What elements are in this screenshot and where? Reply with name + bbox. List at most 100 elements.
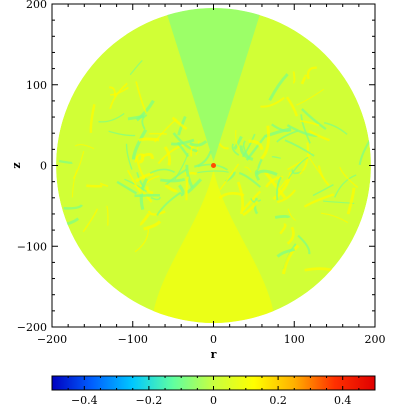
filament	[116, 180, 138, 195]
filament	[110, 86, 129, 96]
filament	[286, 226, 295, 245]
filament	[185, 164, 194, 189]
x-tick-label: 100	[284, 333, 305, 346]
filament	[274, 214, 291, 219]
filament	[106, 205, 109, 226]
filament	[149, 132, 168, 135]
filament	[141, 152, 154, 160]
filament	[82, 208, 99, 233]
colorbar-tick-label: −0.4	[71, 394, 98, 407]
y-tick-label: −200	[17, 321, 47, 334]
filament	[231, 143, 240, 156]
filament	[238, 172, 261, 188]
filament	[86, 184, 103, 188]
filament	[146, 186, 154, 194]
heatmap-disk	[56, 8, 371, 323]
filament	[300, 114, 311, 144]
filament	[150, 196, 161, 201]
colorbar-tick-label: −0.2	[136, 394, 163, 407]
filament	[278, 179, 288, 191]
filament	[109, 82, 128, 110]
upper-cone-region	[163, 8, 264, 162]
filament	[108, 130, 136, 137]
filament	[135, 81, 147, 114]
filament	[241, 190, 262, 212]
filament	[260, 125, 271, 161]
y-tick-label: 0	[40, 160, 47, 173]
filament	[164, 184, 179, 193]
filament	[303, 193, 335, 208]
filament	[323, 121, 348, 135]
filament	[219, 163, 240, 191]
filament	[131, 128, 148, 160]
filament	[320, 212, 349, 224]
filament	[277, 189, 296, 204]
axis-ticks: −200 −100 0 100 200 −200 −100 0 100 200	[17, 0, 386, 346]
filament	[143, 220, 162, 231]
filament	[255, 169, 278, 176]
x-tick-label: 0	[210, 333, 217, 346]
y-tick-label: 200	[26, 0, 47, 11]
filament	[308, 156, 324, 179]
filament	[268, 73, 289, 101]
filament	[74, 144, 95, 150]
filament	[308, 129, 330, 142]
filament	[276, 129, 299, 143]
filament	[71, 169, 78, 198]
y-tick-label: 100	[26, 79, 47, 92]
filament	[147, 210, 166, 216]
x-axis-label: r	[211, 348, 217, 361]
filament	[109, 86, 116, 97]
filament	[276, 248, 295, 258]
filament	[160, 177, 186, 183]
colorbar-tick-label: 0	[210, 394, 217, 407]
filament	[137, 137, 160, 142]
filament	[339, 166, 359, 188]
filament	[287, 208, 296, 221]
filament	[257, 158, 263, 171]
y-tick-label: −100	[17, 240, 47, 253]
filament	[248, 139, 264, 150]
filament	[72, 151, 85, 179]
filament	[184, 172, 197, 176]
filament	[134, 172, 154, 183]
filament	[218, 192, 245, 200]
filament	[197, 170, 229, 174]
filament	[171, 116, 188, 131]
filament	[284, 139, 315, 157]
filament	[292, 71, 296, 84]
filament	[271, 123, 292, 132]
filament	[178, 184, 185, 197]
filament	[189, 140, 208, 147]
filament	[170, 138, 195, 146]
filament	[194, 150, 212, 168]
filament	[139, 212, 150, 226]
filament	[195, 140, 200, 156]
filament	[260, 96, 285, 108]
filament	[129, 59, 143, 76]
filament	[172, 132, 198, 153]
filament	[254, 169, 261, 181]
filament	[127, 114, 145, 121]
filament	[276, 176, 282, 201]
filament	[239, 145, 254, 161]
colorbar-ticks: −0.4 −0.2 0 0.2 0.4	[51, 376, 376, 407]
filament	[279, 223, 287, 235]
filament	[301, 108, 327, 131]
filament	[263, 170, 287, 199]
filament	[125, 143, 133, 170]
filament	[306, 66, 317, 80]
filament	[296, 88, 325, 106]
filament	[287, 156, 309, 180]
filament	[63, 204, 83, 210]
x-tick-label: 200	[365, 333, 386, 346]
filament	[186, 178, 203, 194]
x-tick-label: −200	[37, 333, 67, 346]
filament	[133, 183, 153, 203]
filament	[297, 234, 311, 255]
colorbar-tick-label: 0.4	[334, 394, 352, 407]
filament	[141, 114, 148, 130]
x-tick-label: −100	[118, 333, 148, 346]
filament	[281, 244, 300, 275]
